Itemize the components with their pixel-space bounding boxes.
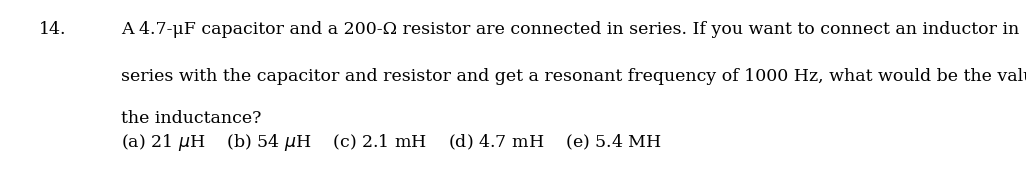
Text: A 4.7-μF capacitor and a 200-Ω resistor are connected in series. If you want to : A 4.7-μF capacitor and a 200-Ω resistor … <box>121 21 1019 38</box>
Text: (a) 21 $\mu$H    (b) 54 $\mu$H    (c) 2.1 mH    (d) 4.7 mH    (e) 5.4 MH: (a) 21 $\mu$H (b) 54 $\mu$H (c) 2.1 mH (… <box>121 132 662 153</box>
Text: 14.: 14. <box>39 21 67 38</box>
Text: the inductance?: the inductance? <box>121 110 262 127</box>
Text: series with the capacitor and resistor and get a resonant frequency of 1000 Hz, : series with the capacitor and resistor a… <box>121 68 1026 85</box>
